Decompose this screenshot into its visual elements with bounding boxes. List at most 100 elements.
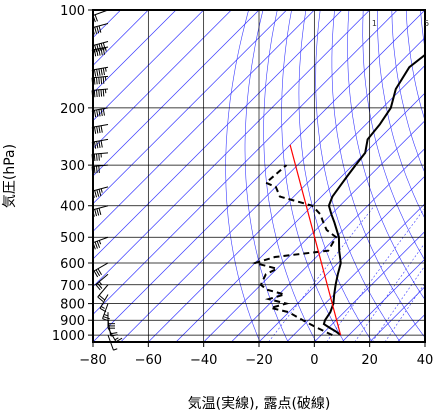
wind-barb-half-flag <box>99 282 102 285</box>
wind-barb-flag <box>94 78 95 85</box>
wind-barb-flag <box>99 154 100 161</box>
y-tick-label: 400 <box>60 200 85 215</box>
wind-barb-flag <box>101 48 102 55</box>
isotherm-line <box>231 10 435 342</box>
x-tick-label: −20 <box>245 353 272 368</box>
dry-adiabat-line <box>316 10 401 342</box>
isotherm-line <box>0 10 314 342</box>
wind-barb-flag <box>97 26 99 33</box>
wind-barb-flag <box>94 70 95 77</box>
wind-barb-flag <box>99 90 100 97</box>
wind-barb-flag <box>97 154 98 161</box>
wind-barb-half-flag <box>101 189 102 193</box>
wind-barb-flag <box>103 68 104 75</box>
x-tick-label: −80 <box>79 353 106 368</box>
wind-barb-flag <box>95 27 97 34</box>
dry-adiabat-line <box>245 10 288 342</box>
wind-barb-flag <box>99 69 100 76</box>
wind-barbs <box>92 10 122 350</box>
wind-barb-flag <box>95 190 97 197</box>
wind-barb-flag <box>97 77 98 84</box>
mixing-ratio-label: 1 <box>372 19 377 28</box>
isotherm-line <box>0 10 176 342</box>
wind-barb-flag <box>101 90 102 97</box>
wind-barb-staff <box>96 274 108 284</box>
dry-adiabat-line <box>421 10 435 342</box>
isotherm-line <box>0 10 287 342</box>
dry-adiabat-line <box>392 10 435 342</box>
wind-barb-half-flag <box>99 240 100 244</box>
wind-barb-flag <box>94 127 95 134</box>
wind-barb-staff <box>93 187 108 191</box>
wind-barb-flag <box>94 166 95 173</box>
dry-adiabat-line <box>406 10 435 342</box>
wind-barb-flag <box>97 90 98 97</box>
wind-barb-flag <box>99 77 100 84</box>
wind-barb-half-flag <box>104 314 108 315</box>
wind-barb-flag <box>101 141 102 148</box>
wind-barb-flag <box>101 68 102 75</box>
wind-barb-flag <box>95 15 97 22</box>
y-tick-label: 700 <box>60 279 85 294</box>
wind-barb-flag <box>99 126 100 133</box>
wind-barb-flag <box>97 190 99 197</box>
wind-barb-flag <box>94 49 95 56</box>
isotherm-line <box>314 10 435 342</box>
wind-barb-staff <box>93 206 108 210</box>
wind-barb-flag <box>97 126 98 133</box>
wind-barb-staff <box>92 108 108 111</box>
wind-barb-half-flag <box>113 349 117 350</box>
isotherm-line <box>176 10 435 342</box>
wind-barb-flag <box>99 208 101 215</box>
mixing-ratio-line <box>355 206 435 342</box>
wind-barb-half-flag <box>101 306 104 308</box>
wind-barb-flag <box>99 166 100 173</box>
isotherm-line <box>425 10 435 342</box>
wind-barb-flag <box>94 142 95 149</box>
isotherm-line <box>342 10 435 342</box>
wind-barb-half-flag <box>115 338 118 340</box>
mixing-ratio-label: 5 <box>424 19 429 28</box>
y-tick-label: 1000 <box>52 329 85 344</box>
dry-adiabat-line <box>348 10 435 342</box>
wind-barb-flag <box>103 317 110 319</box>
y-tick-label: 600 <box>60 257 85 272</box>
wind-barb-flag <box>97 110 98 117</box>
y-tick-label: 200 <box>60 102 85 117</box>
wind-barb-flag <box>99 141 100 148</box>
x-tick-label: −60 <box>135 353 162 368</box>
wind-barb-flag <box>101 126 102 133</box>
x-tick-label: −40 <box>190 353 217 368</box>
wind-barb-flag <box>97 241 99 248</box>
wind-barb-half-flag <box>105 47 106 51</box>
y-tick-label: 500 <box>60 231 85 246</box>
wind-barb-flag <box>97 166 98 173</box>
wind-barb-half-flag <box>105 68 106 72</box>
wind-barb-flag <box>101 77 102 84</box>
wind-barb-staff <box>92 139 108 142</box>
x-tick-label: 40 <box>417 353 434 368</box>
wind-barb-flag <box>97 209 99 216</box>
wind-barb-flag <box>95 242 97 249</box>
y-tick-label: 100 <box>60 4 85 19</box>
wind-barb-flag <box>99 189 101 196</box>
mixing-ratio-line <box>269 206 375 342</box>
wind-barb-flag <box>97 141 98 148</box>
wind-barb-flag <box>94 154 95 161</box>
mixing-ratio-line <box>327 206 427 342</box>
wind-barb-flag <box>97 49 98 56</box>
wind-barb-flag <box>95 209 97 216</box>
wind-barb-flag <box>94 90 95 97</box>
isotherm-line <box>0 10 259 342</box>
wind-barb-flag <box>103 77 104 84</box>
x-tick-label: 0 <box>310 353 318 368</box>
y-tick-label: 900 <box>60 314 85 329</box>
y-axis-title: 気圧(hPa) <box>2 144 18 208</box>
dry-adiabat-line <box>264 10 316 342</box>
isotherm-line <box>0 10 231 342</box>
wind-barb-staff <box>93 42 108 46</box>
wind-barb-staff <box>92 124 108 127</box>
isotherm-line <box>204 10 435 342</box>
